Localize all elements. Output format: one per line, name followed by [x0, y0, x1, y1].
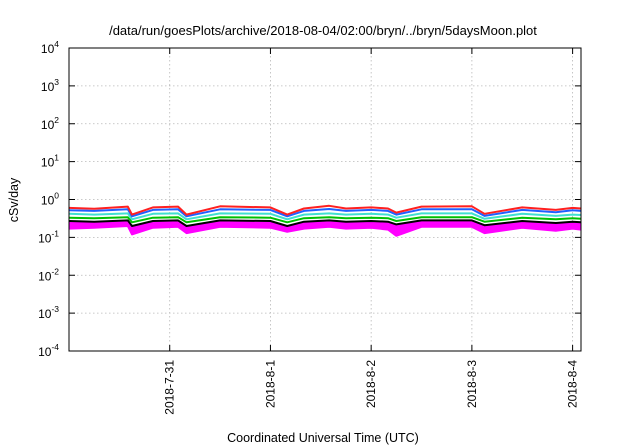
y-tick-label: 10-3 — [38, 304, 59, 321]
grid — [69, 47, 581, 352]
series-line — [68, 216, 582, 224]
x-tick-label: 2018-8-3 — [465, 360, 479, 408]
y-axis-label: cSv/day — [7, 177, 21, 222]
x-tick-label: 2018-8-2 — [364, 360, 378, 408]
series-line — [68, 219, 582, 227]
y-tick-label: 10-4 — [38, 342, 59, 359]
y-tick-label: 10-2 — [38, 266, 59, 283]
y-tick-label: 103 — [41, 77, 59, 94]
series-line — [68, 204, 582, 216]
x-tick-label: 2018-8-4 — [566, 360, 580, 408]
series-line — [68, 208, 582, 218]
x-axis: 2018-7-31 2018-8-1 2018-8-2 2018-8-3 2018-8-… — [163, 48, 580, 415]
x-axis-label: Coordinated Universal Time (UTC) — [227, 431, 419, 445]
y-tick-label: 102 — [41, 115, 59, 132]
series-line — [68, 212, 582, 221]
y-tick-label: 10-1 — [38, 228, 59, 245]
x-tick-label: 2018-8-1 — [263, 360, 277, 408]
y-tick-label: 100 — [41, 191, 59, 208]
y-tick-label: 101 — [41, 153, 59, 170]
y-axis: 10-4 10-3 10-2 10-1 100 101 102 103 104 — [38, 39, 581, 359]
x-tick-label: 2018-7-31 — [163, 360, 177, 415]
series-layer — [68, 204, 582, 237]
y-tick-label: 104 — [41, 39, 59, 56]
chart-title: /data/run/goesPlots/archive/2018-08-04/0… — [109, 23, 537, 38]
series-line — [68, 225, 582, 237]
